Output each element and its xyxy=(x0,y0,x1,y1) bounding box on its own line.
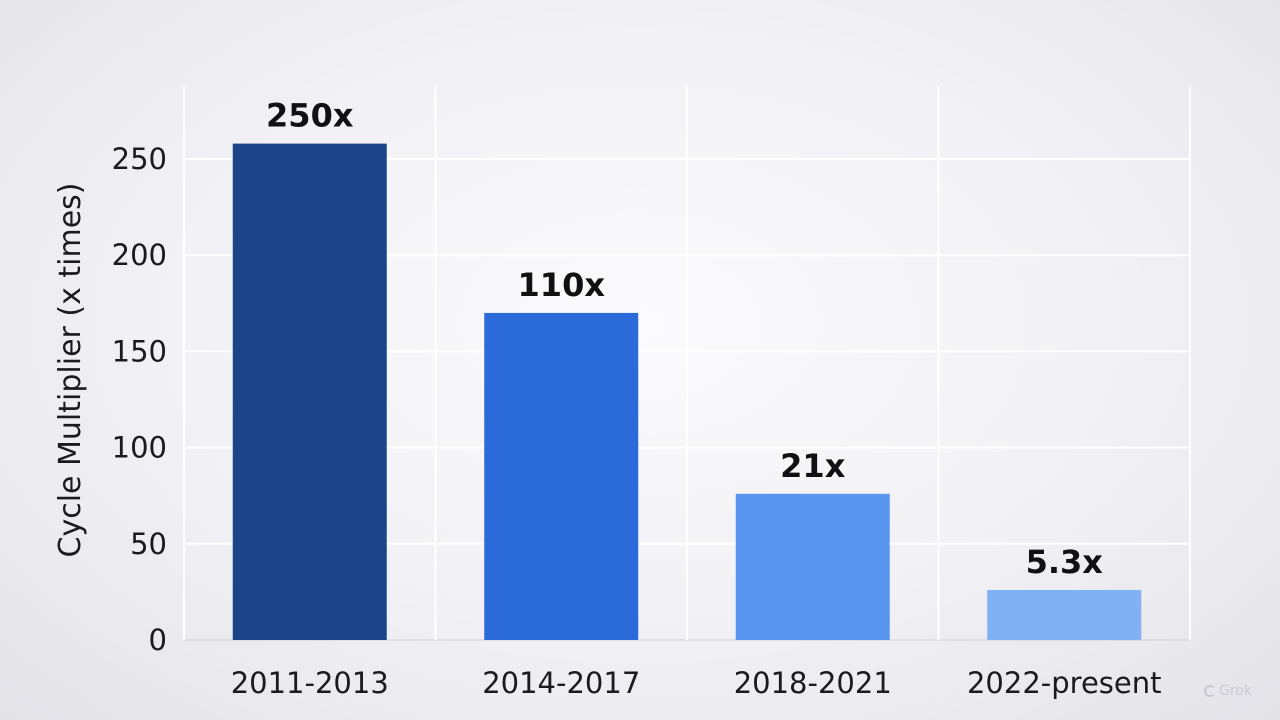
data-label: 5.3x xyxy=(1026,543,1104,581)
data-labels: 250x 110x 21x 5.3x xyxy=(266,97,1103,581)
y-tick-label: 200 xyxy=(112,238,167,272)
x-category-label: 2018-2021 xyxy=(734,666,892,700)
y-tick-label: 50 xyxy=(130,527,167,561)
bar-2014-2017 xyxy=(484,312,639,640)
grok-logo-icon xyxy=(1204,685,1216,697)
data-label: 110x xyxy=(518,266,606,304)
bar-2018-2021 xyxy=(735,493,890,640)
y-tick-label: 0 xyxy=(149,623,167,657)
x-category-label: 2022-present xyxy=(967,666,1162,700)
x-category-label: 2011-2013 xyxy=(231,666,389,700)
bars xyxy=(232,143,1142,640)
watermark: Grok xyxy=(1204,683,1252,699)
y-tick-label: 250 xyxy=(112,142,167,176)
y-tick-label: 150 xyxy=(112,334,167,368)
y-axis-title: Cycle Multiplier (x times) xyxy=(53,183,88,558)
y-axis-ticks: 0 50 100 150 200 250 xyxy=(112,142,167,657)
watermark-text: Grok xyxy=(1219,683,1252,699)
x-category-label: 2014-2017 xyxy=(482,666,640,700)
bar-2022-present xyxy=(987,589,1142,640)
data-label: 21x xyxy=(780,447,846,485)
y-tick-label: 100 xyxy=(112,431,167,465)
x-axis-categories: 2011-2013 2014-2017 2018-2021 2022-present xyxy=(231,666,1162,700)
bar-2011-2013 xyxy=(232,143,387,640)
data-label: 250x xyxy=(266,97,354,135)
